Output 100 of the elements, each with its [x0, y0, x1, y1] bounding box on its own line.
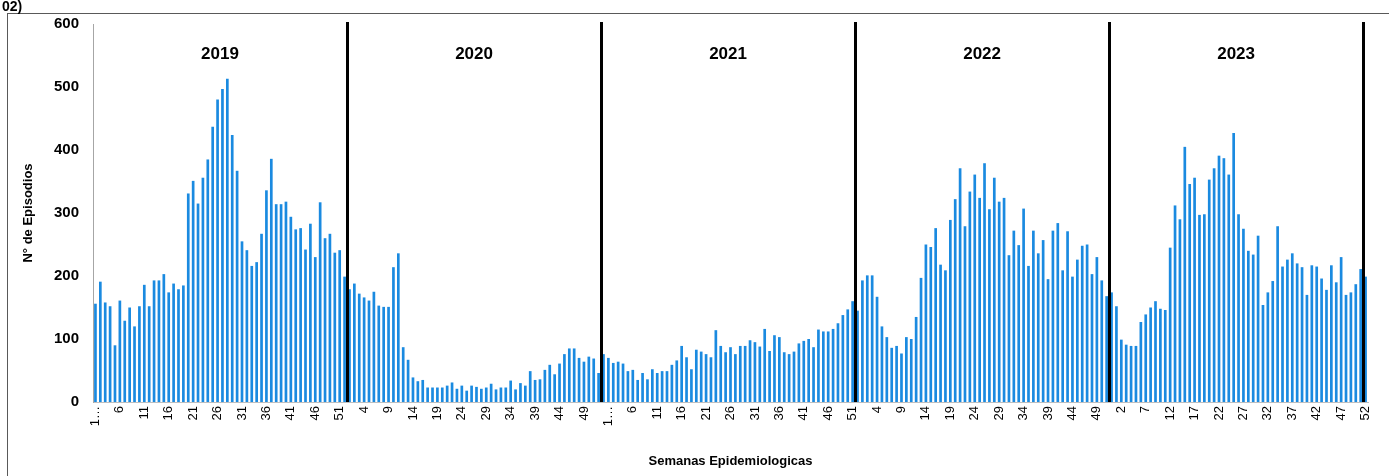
bar — [778, 337, 781, 402]
bar — [1032, 230, 1035, 402]
bar — [592, 358, 596, 402]
bar — [817, 329, 820, 402]
x-tick-label: 12 — [1161, 406, 1177, 421]
x-tick-label: 52 — [1357, 406, 1373, 421]
bar — [699, 351, 703, 402]
bar — [480, 388, 483, 402]
bar — [900, 353, 903, 402]
x-tick-label: 9 — [893, 406, 909, 414]
bar — [655, 373, 659, 402]
bar — [1080, 245, 1084, 402]
bar — [484, 387, 488, 402]
bar — [719, 345, 723, 402]
x-tick-label: 2 — [1112, 406, 1128, 414]
x-tick-label: 36 — [770, 406, 786, 421]
bar — [724, 352, 727, 402]
x-tick-label: 29 — [477, 406, 493, 421]
bar — [147, 306, 151, 402]
x-tick-label: 39 — [1039, 406, 1055, 421]
bar — [460, 385, 464, 402]
y-tick-label: 100 — [53, 329, 79, 347]
bar — [103, 302, 107, 402]
bar — [587, 356, 591, 402]
annotation: 2021 — [709, 43, 747, 63]
x-tick-label: 14 — [404, 406, 420, 421]
bar — [1286, 259, 1289, 402]
bar — [1017, 245, 1021, 402]
bar — [1281, 266, 1284, 402]
bar — [851, 301, 854, 402]
bar — [1251, 254, 1255, 402]
bar — [821, 331, 825, 402]
x-tick-label: 19 — [428, 406, 444, 421]
x-tick-label: 49 — [1088, 406, 1104, 421]
bar — [186, 193, 190, 402]
bar — [333, 252, 337, 402]
bar — [978, 197, 981, 402]
bar — [338, 250, 342, 402]
bar — [1325, 289, 1328, 402]
bar — [396, 253, 400, 402]
y-tick-label: 400 — [53, 140, 79, 158]
bar — [758, 346, 762, 402]
bar — [1271, 281, 1275, 402]
x-tick-label: 1… — [599, 406, 615, 427]
bar — [929, 247, 933, 402]
bar — [846, 309, 850, 402]
x-tick-label: 21 — [697, 406, 713, 421]
bar — [465, 390, 469, 402]
x-tick-label: 21 — [184, 406, 200, 421]
bar — [1203, 214, 1206, 402]
bar — [1183, 146, 1187, 402]
bar — [905, 337, 908, 402]
bar — [870, 275, 874, 402]
bar — [953, 199, 957, 402]
bar — [861, 280, 864, 402]
bar — [944, 270, 947, 402]
bar — [1227, 174, 1231, 402]
bar — [509, 380, 513, 402]
x-tick-label: 32 — [1259, 406, 1275, 421]
bar — [548, 364, 552, 402]
bar — [313, 257, 317, 402]
bar — [890, 347, 894, 402]
bar — [988, 209, 991, 402]
annotation: 2022 — [963, 43, 1001, 63]
bar — [812, 347, 815, 402]
x-tick-label: 51 — [844, 406, 860, 421]
x-tick-label: 11 — [135, 406, 151, 420]
bar — [997, 201, 1001, 402]
bar — [983, 163, 986, 402]
bar — [773, 335, 776, 402]
x-tick-label: 39 — [526, 406, 542, 421]
bar — [1119, 339, 1123, 402]
bar — [1330, 265, 1333, 402]
bar — [1012, 230, 1016, 402]
bar — [294, 229, 298, 402]
bar — [357, 293, 361, 402]
bar — [826, 331, 830, 402]
bar — [607, 357, 610, 402]
bar — [177, 289, 180, 402]
x-tick-label: 44 — [551, 406, 567, 421]
bar — [269, 158, 273, 402]
bar — [572, 348, 576, 402]
bar — [909, 339, 913, 402]
bar — [694, 349, 698, 402]
x-tick-label: 7 — [1137, 406, 1153, 414]
bar — [646, 379, 649, 402]
bar — [738, 345, 742, 402]
bar — [553, 374, 556, 402]
bar — [1310, 265, 1314, 402]
bar — [1246, 250, 1250, 402]
bar — [675, 360, 679, 402]
bar — [567, 348, 571, 402]
bar — [1100, 280, 1104, 402]
x-tick-label: 24 — [453, 406, 469, 421]
bar — [216, 99, 219, 402]
x-tick-label: 46 — [819, 406, 835, 421]
bar — [255, 262, 258, 402]
bar — [807, 339, 810, 402]
x-tick-label: 16 — [160, 406, 176, 421]
x-tick-label: 19 — [941, 406, 957, 421]
